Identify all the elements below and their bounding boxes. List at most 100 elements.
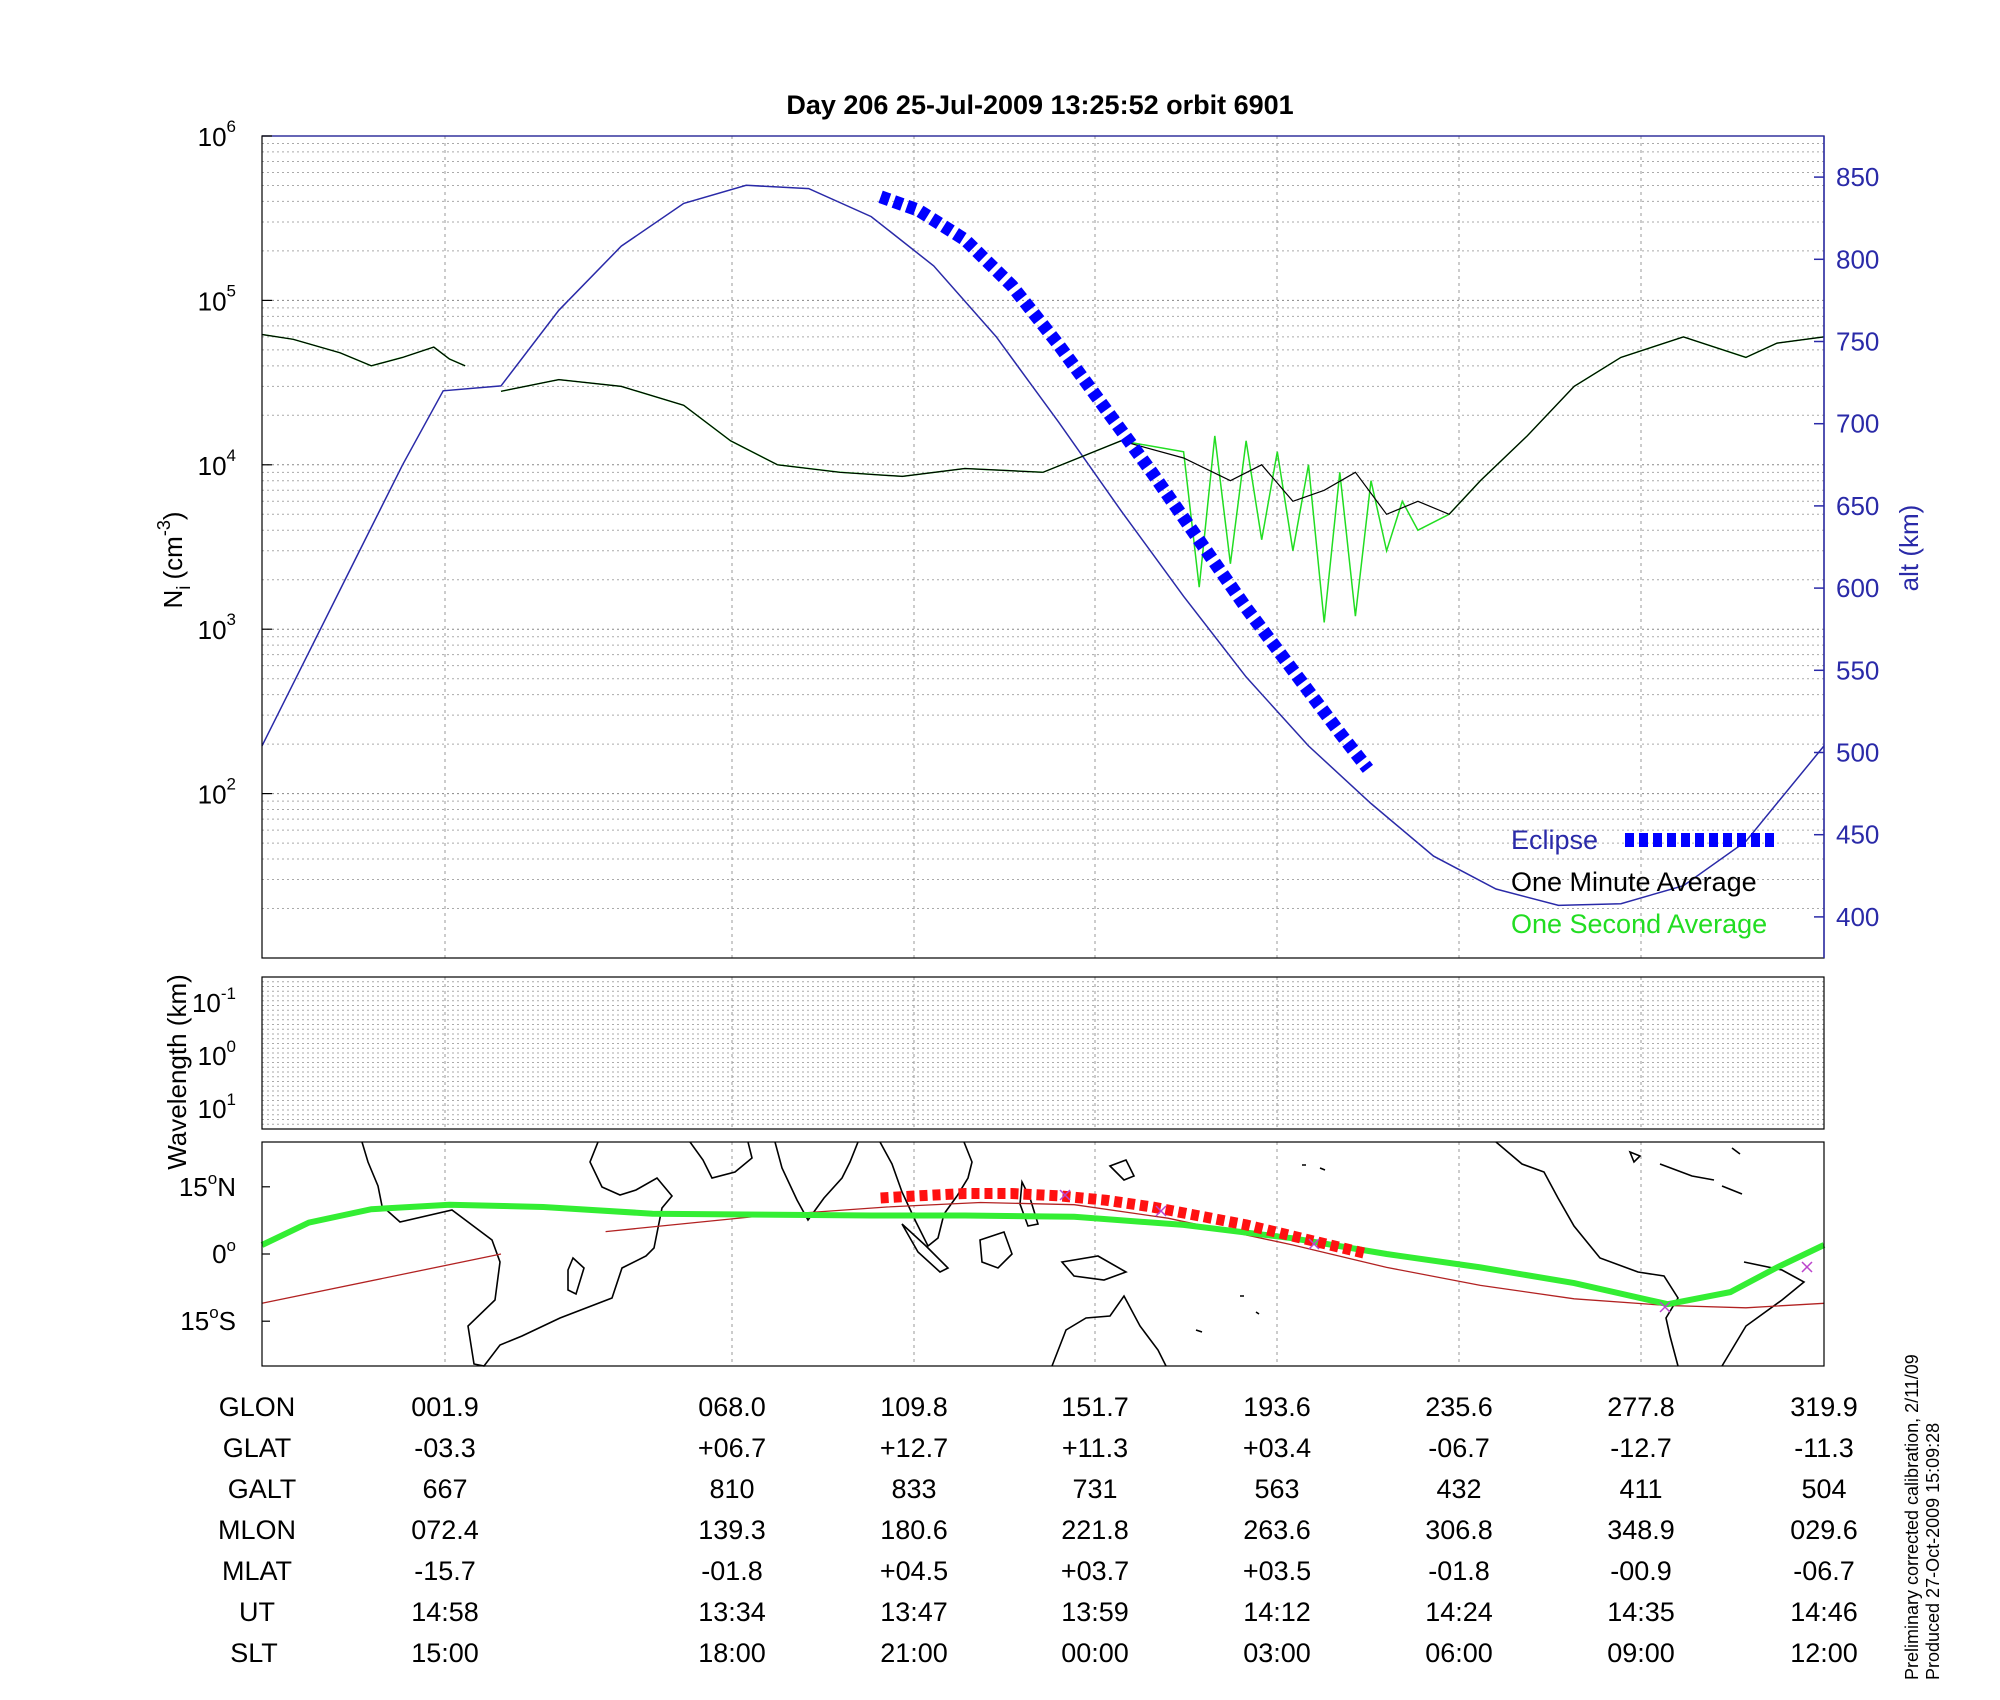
footer-cell: 348.9 [1607,1515,1675,1545]
series-altitude [261,184,1825,907]
footer-cell: 235.6 [1425,1392,1493,1422]
footer-cell: 306.8 [1425,1515,1493,1545]
footer-cell: -00.9 [1610,1556,1672,1586]
footer-cell: 833 [891,1474,936,1504]
footer-cell: 13:34 [698,1597,766,1627]
africa-outline [361,1141,674,1367]
footer-cell: 06:00 [1425,1638,1493,1668]
footer-cell: 263.6 [1243,1515,1311,1545]
chart-title: Day 206 25-Jul-2009 13:25:52 orbit 6901 [786,90,1293,120]
footer-cell: 12:00 [1790,1638,1858,1668]
caribbean-outline [1659,1163,1743,1195]
alt-y-tick-label: 600 [1836,573,1879,603]
alt-y-tick-label: 700 [1836,409,1879,439]
footer-cell: 14:58 [411,1597,479,1627]
sumatra-outline [901,1223,950,1273]
footer-cell: 277.8 [1607,1392,1675,1422]
footer-cell: -15.7 [414,1556,476,1586]
footer-row-label: SLT [230,1638,278,1668]
footer-cell: +03.4 [1243,1433,1311,1463]
footer-cell: 14:24 [1425,1597,1493,1627]
footer-cell: 563 [1254,1474,1299,1504]
borneo-outline [979,1230,1013,1269]
legend-label-eclipse: Eclipse [1511,825,1598,855]
footer-row-label: MLAT [222,1556,292,1586]
americas-outline [1495,1141,1679,1367]
footer-row-label: GLON [219,1392,296,1422]
footer-cell: 319.9 [1790,1392,1858,1422]
madagascar-outline [567,1256,585,1296]
map-y-tick-label: 15oS [180,1303,236,1336]
footer-cell: -11.3 [1794,1433,1854,1463]
footer-cell: 029.6 [1790,1515,1858,1545]
footer-row-label: GLAT [223,1433,292,1463]
series-eclipse [878,190,1374,773]
japan-outline [1108,1158,1136,1181]
footer-row-label: MLON [218,1515,296,1545]
legend: Eclipse One Minute Average One Second Av… [1511,825,1776,939]
marker-5 [1801,1261,1813,1273]
wavelength-grid [262,977,1825,1129]
arabia-outline [689,1141,753,1179]
footer-cell: 13:59 [1061,1597,1129,1627]
footer-row-label: UT [239,1597,275,1627]
wavelength-y-label: Wavelength (km) [162,974,192,1170]
marker-1 [1059,1189,1071,1201]
footer-cell: 411 [1619,1474,1662,1504]
southeast-asia-outline [879,1141,973,1248]
footer-cell: +03.7 [1061,1556,1129,1586]
density-y-tick-label: 104 [198,446,236,481]
alt-y-tick-label: 750 [1836,327,1879,357]
footer-cell: 13:47 [880,1597,948,1627]
footer-cell: 432 [1436,1474,1481,1504]
wavelength-y-tick-label: 101 [198,1090,236,1124]
footer-cell: 21:00 [880,1638,948,1668]
footer-cell: 139.3 [698,1515,766,1545]
alt-y-tick-label: 400 [1836,902,1879,932]
australia-outline [1051,1294,1167,1367]
footer-cell: 667 [422,1474,467,1504]
footer-cell: 15:00 [411,1638,479,1668]
marker-3 [1308,1238,1320,1250]
alt-y-tick-label: 450 [1836,820,1879,850]
footer-cell: -01.8 [701,1556,763,1586]
footer-cell: -06.7 [1428,1433,1490,1463]
footer-cell: 14:12 [1243,1597,1311,1627]
alt-y-label: alt (km) [1894,505,1924,592]
footer-cell: 504 [1801,1474,1846,1504]
footer-cell: 14:46 [1790,1597,1858,1627]
footer-cell: 068.0 [698,1392,766,1422]
footer-cell: +12.7 [880,1433,948,1463]
footer-cell: 109.8 [880,1392,948,1422]
side-note-produced: Produced 27-Oct-2009 15:09:28 [1923,1423,1943,1680]
footer-cell: 180.6 [880,1515,948,1545]
footer-cell: 221.8 [1061,1515,1129,1545]
legend-label-second: One Second Average [1511,909,1767,939]
footer-cell: 810 [709,1474,754,1504]
footer-cell: 14:35 [1607,1597,1675,1627]
greenland-islands [1628,1147,1741,1164]
map-y-tick-label: 15oN [179,1169,236,1202]
alt-y-tick-label: 650 [1836,491,1879,521]
series-eclipse-segment [880,1188,1370,1260]
alt-y-tick-label: 500 [1836,738,1879,768]
footer-cell: 18:00 [698,1638,766,1668]
footer-cell: 151.7 [1061,1392,1129,1422]
footer-cell: +06.7 [698,1433,766,1463]
footer-cell: +04.5 [880,1556,948,1586]
footer-cell: 03:00 [1243,1638,1311,1668]
density-y-label: Ni(cm-3) [154,511,195,608]
alt-y-ticks: 400 450 500 550 600 650 700 750 800 850 [1814,162,1879,932]
footer-cell: 072.4 [411,1515,479,1545]
footer-cell: 731 [1072,1474,1117,1504]
density-grid [262,143,1824,959]
footer-cell: 001.9 [411,1392,479,1422]
newguinea-outline [1060,1255,1128,1281]
legend-label-minute: One Minute Average [1511,867,1757,897]
footer-cell: 09:00 [1607,1638,1675,1668]
